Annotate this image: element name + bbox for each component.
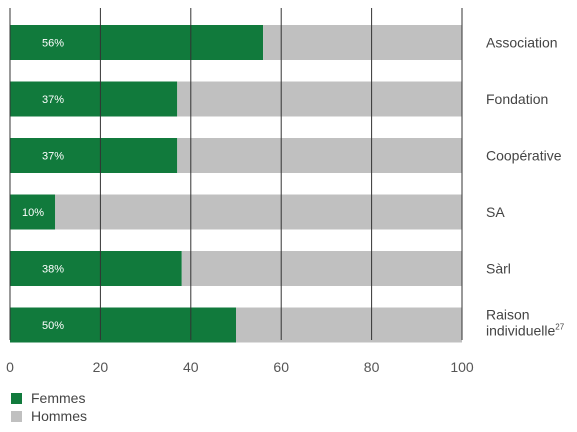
category-label-5: Raison bbox=[486, 307, 530, 323]
bar-hommes-5 bbox=[236, 307, 462, 343]
category-label-2: Coopérative bbox=[486, 148, 562, 164]
x-tick-label-40: 40 bbox=[183, 359, 199, 375]
data-label-1: 37% bbox=[42, 94, 64, 106]
x-axis-ticks: 0 20 40 60 80 100 bbox=[6, 359, 474, 375]
bar-hommes-2 bbox=[177, 138, 463, 173]
category-label-0: Association bbox=[486, 35, 558, 51]
bar-femmes-5 bbox=[10, 307, 236, 343]
category-label-5-line2: individuelle27 bbox=[486, 323, 565, 339]
bars-layer: 56% 37% 37% 10% 38% 50% bbox=[10, 25, 463, 343]
x-tick-label-80: 80 bbox=[364, 359, 380, 375]
data-label-5: 50% bbox=[42, 320, 64, 332]
x-tick-label-20: 20 bbox=[93, 359, 109, 375]
bar-hommes-0 bbox=[263, 25, 462, 60]
legend-label-femmes: Femmes bbox=[31, 390, 85, 406]
bar-femmes-1 bbox=[10, 81, 178, 117]
data-label-2: 37% bbox=[42, 151, 64, 163]
bar-femmes-4 bbox=[10, 251, 182, 286]
bar-hommes-1 bbox=[177, 81, 463, 117]
data-label-4: 38% bbox=[42, 264, 64, 276]
data-label-0: 56% bbox=[42, 38, 64, 50]
x-tick-label-0: 0 bbox=[6, 359, 14, 375]
bar-femmes-0 bbox=[10, 25, 264, 60]
x-tick-label-60: 60 bbox=[273, 359, 289, 375]
legend: Femmes Hommes bbox=[11, 390, 87, 424]
category-labels: Association Fondation Coopérative SA Sàrl Rai… bbox=[486, 35, 565, 339]
legend-label-hommes: Hommes bbox=[31, 408, 87, 424]
footnote-marker: 27 bbox=[555, 323, 564, 332]
bar-hommes-4 bbox=[181, 251, 462, 286]
bar-hommes-3 bbox=[55, 194, 462, 230]
category-label-1: Fondation bbox=[486, 91, 548, 107]
category-label-3: SA bbox=[486, 204, 505, 220]
legend-swatch-femmes bbox=[11, 393, 22, 404]
x-tick-label-100: 100 bbox=[450, 359, 474, 375]
bar-femmes-3 bbox=[10, 194, 56, 230]
data-label-3: 10% bbox=[22, 207, 44, 219]
category-label-4: Sàrl bbox=[486, 261, 511, 277]
bar-femmes-2 bbox=[10, 138, 178, 173]
legend-swatch-hommes bbox=[11, 411, 22, 422]
gridlines bbox=[9, 8, 463, 340]
